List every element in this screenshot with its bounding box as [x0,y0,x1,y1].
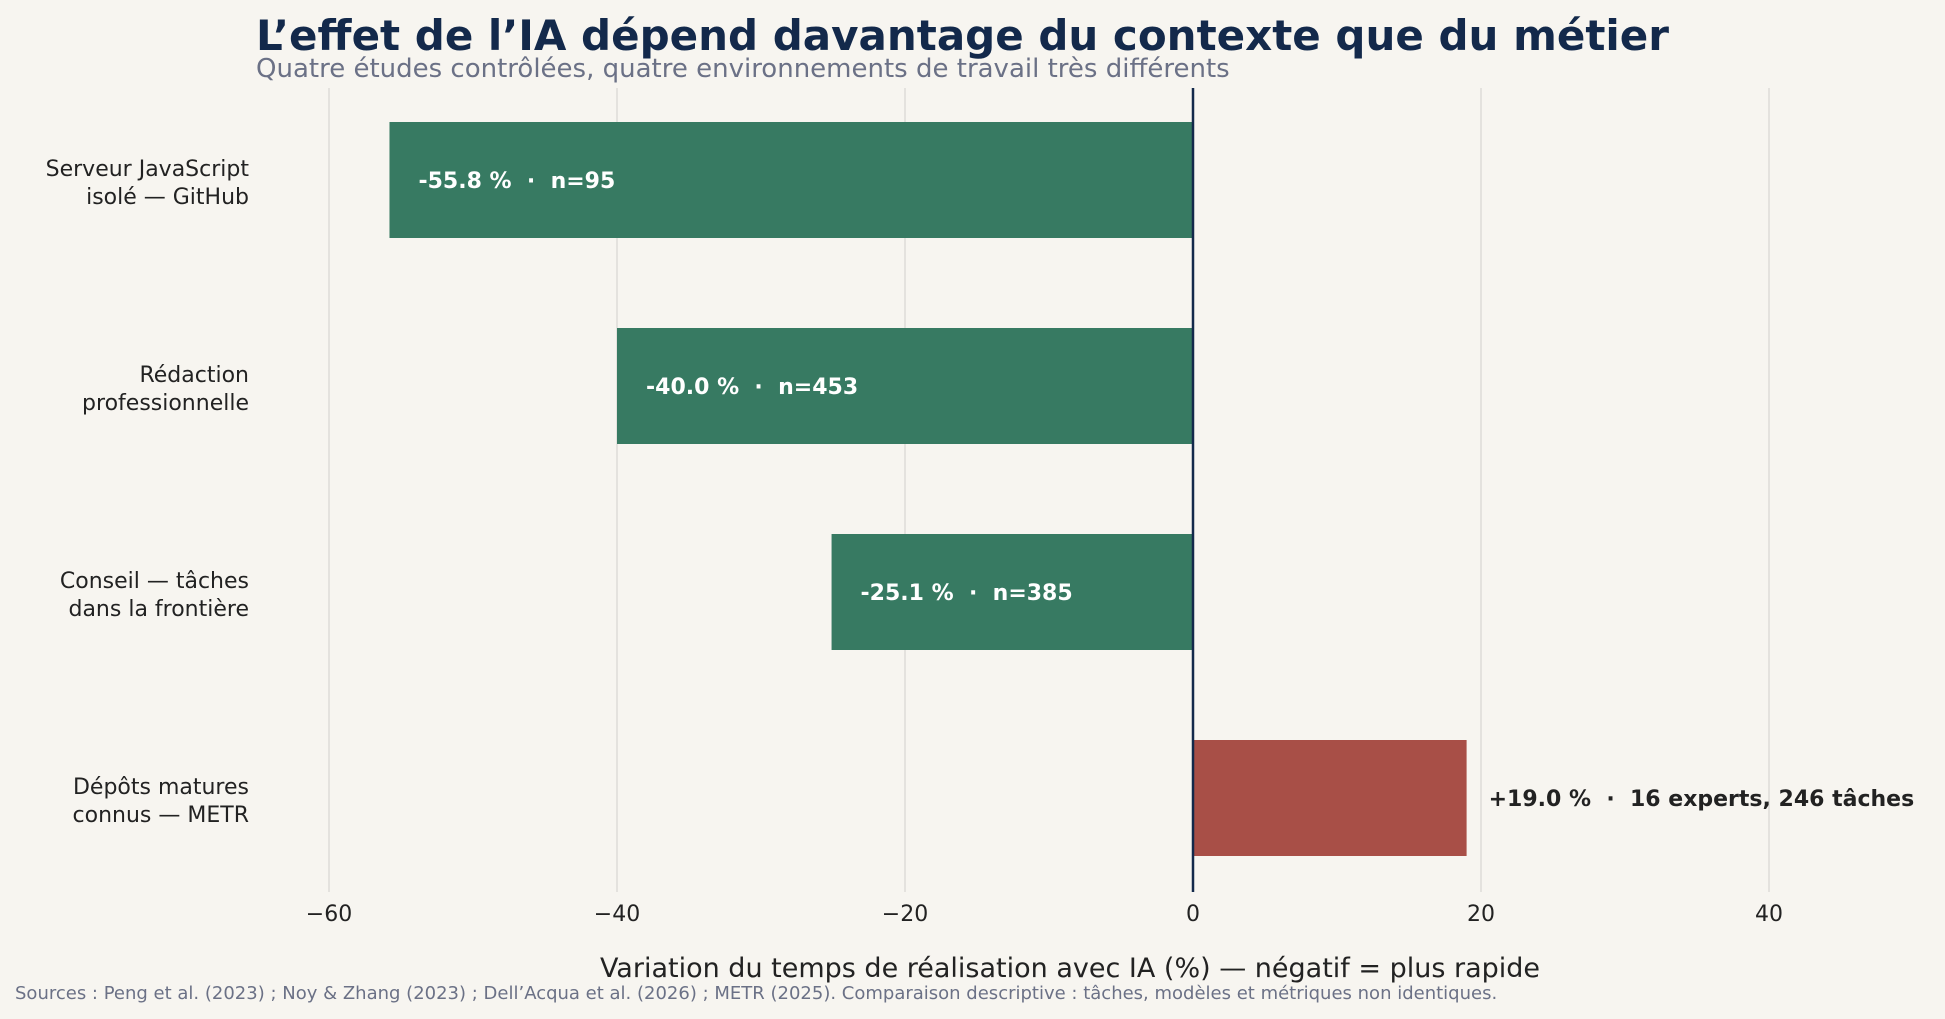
bar [831,534,1193,650]
category-label: connus — METR [73,803,249,828]
data-labels: -55.8 % · n=95 -40.0 % · n=453 -25.1 % · n… [418,169,1914,812]
category-label: Conseil — tâches [60,569,249,594]
x-tick-label: −40 [594,902,640,927]
bar [1193,740,1467,856]
x-tick-labels: −60 −40 −20 0 20 40 [306,902,1783,927]
x-tick-label: −60 [306,902,352,927]
x-tick-label: 20 [1467,902,1495,927]
bar-value-label: -55.8 % · n=95 [418,169,615,194]
x-tick-label: 40 [1755,902,1783,927]
bars [389,122,1467,856]
category-label: isolé — GitHub [86,185,249,210]
source-note: Sources : Peng et al. (2023) ; Noy & Zha… [15,983,1497,1004]
bar-value-label: +19.0 % · 16 experts, 246 tâches [1489,787,1915,812]
bar-value-label: -40.0 % · n=453 [646,375,858,400]
bar [617,328,1193,444]
x-tick-label: 0 [1186,902,1200,927]
category-labels: Serveur JavaScript isolé — GitHub Rédactio… [46,157,250,828]
bar-value-label: -25.1 % · n=385 [861,581,1073,606]
category-label: Dépôts matures [73,775,249,800]
category-label: professionnelle [82,391,249,416]
chart-title: L’effet de l’IA dépend davantage du cont… [256,11,1669,60]
category-label: dans la frontière [68,597,249,622]
category-label: Rédaction [139,363,249,388]
category-label: Serveur JavaScript [46,157,250,182]
x-tick-label: −20 [882,902,928,927]
chart-subtitle: Quatre études contrôlées, quatre environ… [256,54,1230,84]
bar [389,122,1194,238]
x-axis-label: Variation du temps de réalisation avec I… [600,953,1540,984]
